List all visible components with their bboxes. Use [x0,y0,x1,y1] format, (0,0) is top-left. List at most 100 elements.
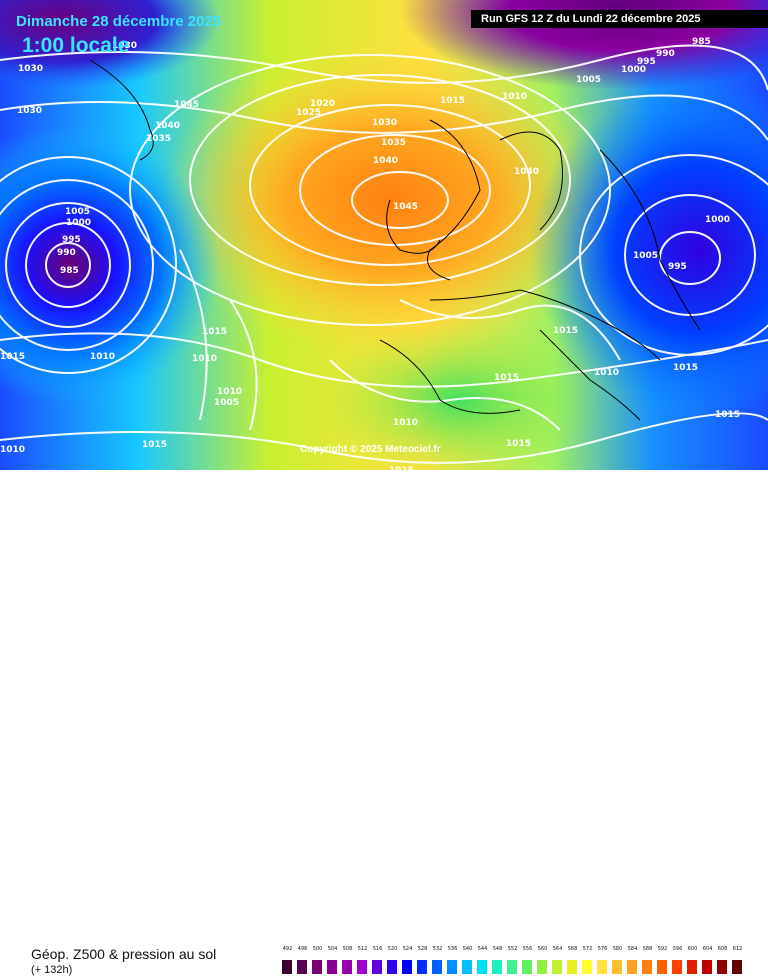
mediterranean-trough [320,320,600,470]
legend-color-swatch [462,960,472,974]
legend-color-swatch [282,960,292,974]
isobar-value-label: 1010 [217,387,242,397]
isobar-value-label: 1005 [214,398,239,408]
legend-color-swatch [387,960,397,974]
isobar-value-label: 1005 [576,75,601,85]
legend-tick-label: 592 [657,946,668,952]
isobar-value-label: 1010 [0,445,25,455]
legend-tick-label: 536 [447,946,458,952]
legend-tick-label: 604 [702,946,713,952]
legend-color-swatch [327,960,337,974]
legend-tick-label: 608 [717,946,728,952]
legend-color-swatch [402,960,412,974]
legend-tick-label: 528 [417,946,428,952]
legend-color-swatch [597,960,607,974]
legend-color-swatch [477,960,487,974]
isobar-value-label: 990 [57,248,76,258]
legend-color-swatch [552,960,562,974]
weather-map: 1030 1030 1030 1045 1040 1035 1025 1020 1015 1010… [0,0,768,470]
legend-color-swatch [492,960,502,974]
legend-tick-label: 572 [582,946,593,952]
isobar-value-label: 1010 [90,352,115,362]
isobar-value-label: 1015 [673,363,698,373]
isobar-value-label: 1045 [393,202,418,212]
legend-tick-label: 516 [372,946,383,952]
legend-color-swatch [687,960,697,974]
legend-color-swatch [432,960,442,974]
legend-tick-label: 544 [477,946,488,952]
legend-tick-label: 576 [597,946,608,952]
isobar-value-label: 1015 [389,466,414,470]
legend-tick-label: 492 [282,946,293,952]
legend-tick-label: 508 [342,946,353,952]
legend-color-swatch [297,960,307,974]
color-scale-legend: 492 496 500 504 508 512 516 520 524 528 532 536 540 5… [282,946,752,976]
legend-tick-label: 496 [297,946,308,952]
legend-color-swatch [612,960,622,974]
isobar-value-label: 1010 [594,368,619,378]
isobar-value-label: 1015 [0,352,25,362]
legend-tick-label: 580 [612,946,623,952]
product-title: Géop. Z500 & pression au sol [31,946,217,962]
legend-color-swatch [732,960,742,974]
isobar-value-label: 1030 [372,118,397,128]
legend-color-swatch [312,960,322,974]
legend-color-swatch [357,960,367,974]
isobar-value-label: 985 [692,37,711,47]
legend-color-swatch [567,960,577,974]
legend-tick-label: 524 [402,946,413,952]
legend-tick-label: 512 [357,946,368,952]
date-title: Dimanche 28 décembre 2025 [16,13,222,30]
isobar-value-label: 1030 [17,106,42,116]
legend-tick-label: 520 [387,946,398,952]
legend-color-swatch [672,960,682,974]
forecast-horizon: (+ 132h) [31,964,73,976]
isobar-value-label: 985 [60,266,79,276]
low-pressure-northwest [0,0,220,90]
legend-color-swatch [582,960,592,974]
isobar-value-label: 1040 [373,156,398,166]
legend-color-swatch [507,960,517,974]
isobar-value-label: 1005 [633,251,658,261]
legend-tick-label: 552 [507,946,518,952]
isobar-value-label: 1025 [296,108,321,118]
isobar-value-label: 1015 [440,96,465,106]
legend-tick-label: 612 [732,946,743,952]
isobar-value-label: 1035 [146,134,171,144]
isobar-value-label: 1035 [381,138,406,148]
isobar-value-label: 1005 [65,207,90,217]
legend-color-swatch [717,960,727,974]
legend-tick-label: 548 [492,946,503,952]
legend-tick-label: 500 [312,946,323,952]
isobar-value-label: 1015 [142,440,167,450]
copyright-notice: Copyright © 2025 Meteociel.fr [300,444,441,455]
legend-tick-label: 504 [327,946,338,952]
isobar-value-label: 1000 [621,65,646,75]
isobar-value-label: 995 [62,235,81,245]
legend-color-swatch [522,960,532,974]
isobar-value-label: 995 [637,57,656,67]
coastlines [89,59,701,421]
isobar-value-label: 1010 [393,418,418,428]
legend-color-swatch [537,960,547,974]
isobar-value-label: 995 [668,262,687,272]
isobar-value-label: 1030 [112,41,137,51]
isobar-value-label: 1010 [502,92,527,102]
legend-color-swatch [627,960,637,974]
isobar-value-label: 1015 [715,410,740,420]
legend-color-swatch [657,960,667,974]
footer: Géop. Z500 & pression au sol (+ 132h) 49… [0,470,768,976]
legend-color-swatch [642,960,652,974]
isobar-value-label: 1000 [705,215,730,225]
isobar-value-label: 1015 [202,327,227,337]
legend-tick-label: 568 [567,946,578,952]
legend-color-swatch [342,960,352,974]
isobar-value-label: 1020 [310,99,335,109]
isobar-value-label: 990 [656,49,675,59]
legend-tick-label: 532 [432,946,443,952]
legend-tick-label: 588 [642,946,653,952]
legend-tick-label: 560 [537,946,548,952]
low-pressure-east [530,80,768,420]
legend-tick-label: 596 [672,946,683,952]
isobar-value-label: 1000 [66,218,91,228]
